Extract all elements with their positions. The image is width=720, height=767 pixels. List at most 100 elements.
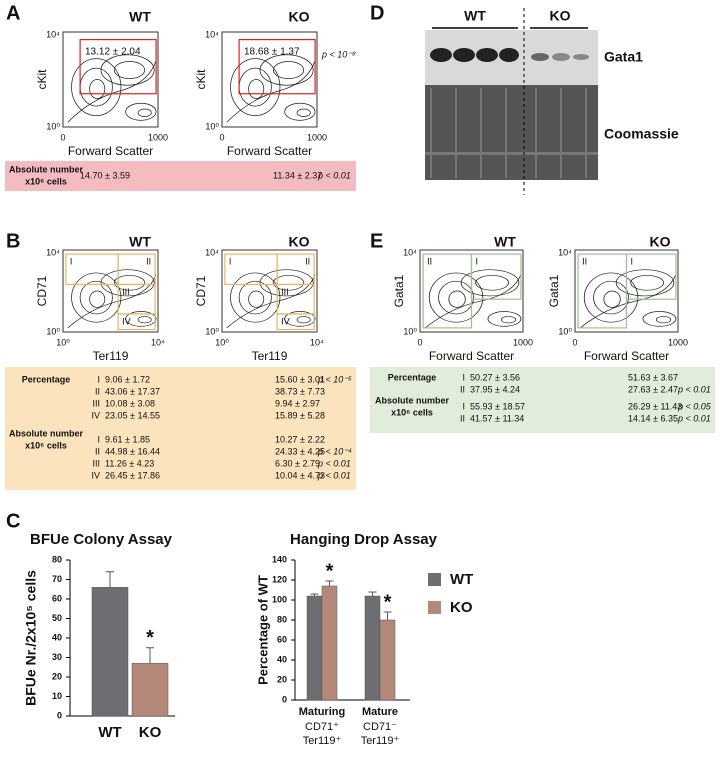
- error-bar: [368, 591, 377, 596]
- group-label: KO: [550, 8, 571, 24]
- bar: [306, 595, 323, 701]
- gate-cell: II: [460, 384, 465, 394]
- error-bar: [106, 571, 114, 588]
- gate-label: I: [476, 256, 479, 266]
- tick-label: 10⁰: [205, 326, 219, 336]
- bar: [364, 595, 381, 701]
- p-cell: p < 0.01: [677, 384, 711, 394]
- error-bar: [146, 647, 154, 664]
- gate-cell: I: [462, 372, 465, 382]
- coomassie-lanes: [425, 88, 598, 178]
- y-tick-label: 40: [52, 632, 62, 642]
- axis-label: cKit: [35, 69, 49, 90]
- axis-label: Forward Scatter: [429, 349, 514, 363]
- wt-cell: 9.61 ± 1.85: [105, 434, 150, 444]
- gate-label: IV: [281, 316, 290, 326]
- row-heading: x10⁶ cells: [25, 176, 67, 186]
- gata1-bands: [430, 48, 589, 62]
- gate-label: II: [582, 256, 587, 266]
- y-tick-label: 100: [272, 594, 287, 604]
- x-tick-label: Maturing: [299, 706, 345, 718]
- plot-frame: [62, 249, 159, 333]
- axis-label: Ter119: [252, 349, 288, 363]
- group-label: WT: [129, 234, 151, 250]
- tick-label: 10⁴: [205, 247, 219, 257]
- p-cell: p < 0.01: [317, 170, 351, 180]
- table-box: [370, 367, 715, 433]
- group-label: KO: [650, 234, 671, 250]
- y-tick-label: 20: [52, 671, 62, 681]
- wt-cell: 37.95 ± 4.24: [470, 384, 520, 394]
- x-tick-sublabel: Ter119⁺: [361, 735, 400, 747]
- x-tick-sublabel: CD71⁺: [305, 721, 339, 733]
- group-label: KO: [289, 234, 310, 250]
- row-heading: Absolute number: [375, 395, 450, 405]
- tick-label: 10⁰: [56, 337, 70, 347]
- chart-title: BFUe Colony Assay: [30, 531, 173, 548]
- plot-frame: [62, 31, 159, 128]
- tick-label: 10⁴: [46, 29, 60, 39]
- row-heading: Percentage: [22, 374, 71, 384]
- plot-frame: [221, 31, 318, 128]
- gate-cell: I: [97, 434, 100, 444]
- ko-cell: 6.30 ± 2.79: [275, 458, 320, 468]
- ko-cell: 51.63 ± 3.67: [628, 372, 678, 382]
- tick-label: 10⁴: [310, 337, 324, 347]
- x-tick-label: KO: [139, 724, 162, 741]
- ko-cell: 15.89 ± 5.28: [275, 410, 325, 420]
- bar: [379, 619, 396, 701]
- row-heading: Absolute number: [9, 428, 84, 438]
- y-tick-label: 30: [52, 652, 62, 662]
- y-tick-label: 0: [57, 710, 62, 720]
- ko-cell: 15.60 ± 3.01: [275, 374, 325, 384]
- error-bar: [383, 611, 392, 620]
- gate-cell: I: [462, 401, 465, 411]
- axis-label: BFUe Nr./2x10⁵ cells: [23, 570, 39, 706]
- gate-cell: III: [92, 398, 100, 408]
- ko-cell: 24.33 ± 4.25: [275, 446, 325, 456]
- x-tick-label: WT: [98, 724, 121, 741]
- gate-cell: II: [95, 386, 100, 396]
- gate: [238, 38, 316, 95]
- table-box: [5, 367, 356, 490]
- tick-label: 0: [219, 132, 224, 142]
- y-tick-label: 120: [272, 574, 287, 584]
- row-heading: x10⁶ cells: [391, 407, 433, 417]
- axis-label: Forward Scatter: [227, 144, 312, 158]
- y-tick-label: 70: [52, 574, 62, 584]
- gate-cell: III: [92, 458, 100, 468]
- wt-cell: 43.06 ± 17.37: [105, 386, 160, 396]
- gate-label: I: [631, 256, 634, 266]
- axis-label: CD71: [35, 275, 49, 306]
- tick-label: 10⁰: [403, 326, 417, 336]
- significance: *: [146, 627, 154, 649]
- blot-coomassie: [425, 85, 598, 180]
- gate-label: I: [229, 256, 232, 266]
- row-heading: x10⁶ cells: [25, 440, 67, 450]
- y-tick-label: 10: [52, 691, 62, 701]
- row-heading: Absolute number: [9, 164, 84, 174]
- gate: [117, 313, 156, 331]
- x-tick-sublabel: CD71⁻: [363, 721, 397, 733]
- tick-label: 1000: [148, 132, 168, 142]
- gate-value: 18.68 ± 1.37: [244, 47, 300, 58]
- gate-cell: II: [460, 413, 465, 423]
- gate-label: I: [70, 256, 73, 266]
- panel-letter: D: [370, 2, 384, 24]
- bar: [321, 585, 338, 701]
- tick-label: 10⁰: [205, 121, 219, 131]
- group-label: WT: [494, 234, 516, 250]
- table-box: [5, 161, 356, 191]
- y-tick-label: 40: [277, 654, 287, 664]
- axis-label: Gata1: [392, 274, 406, 307]
- bar: [131, 663, 169, 717]
- gate-cell: I: [97, 374, 100, 384]
- ko-cell: 10.27 ± 2.22: [275, 434, 325, 444]
- gate-label: III: [122, 287, 130, 297]
- axis-label: Ter119: [93, 349, 129, 363]
- tick-label: 1000: [668, 337, 688, 347]
- bar: [91, 587, 129, 717]
- tick-label: 10⁰: [46, 121, 60, 131]
